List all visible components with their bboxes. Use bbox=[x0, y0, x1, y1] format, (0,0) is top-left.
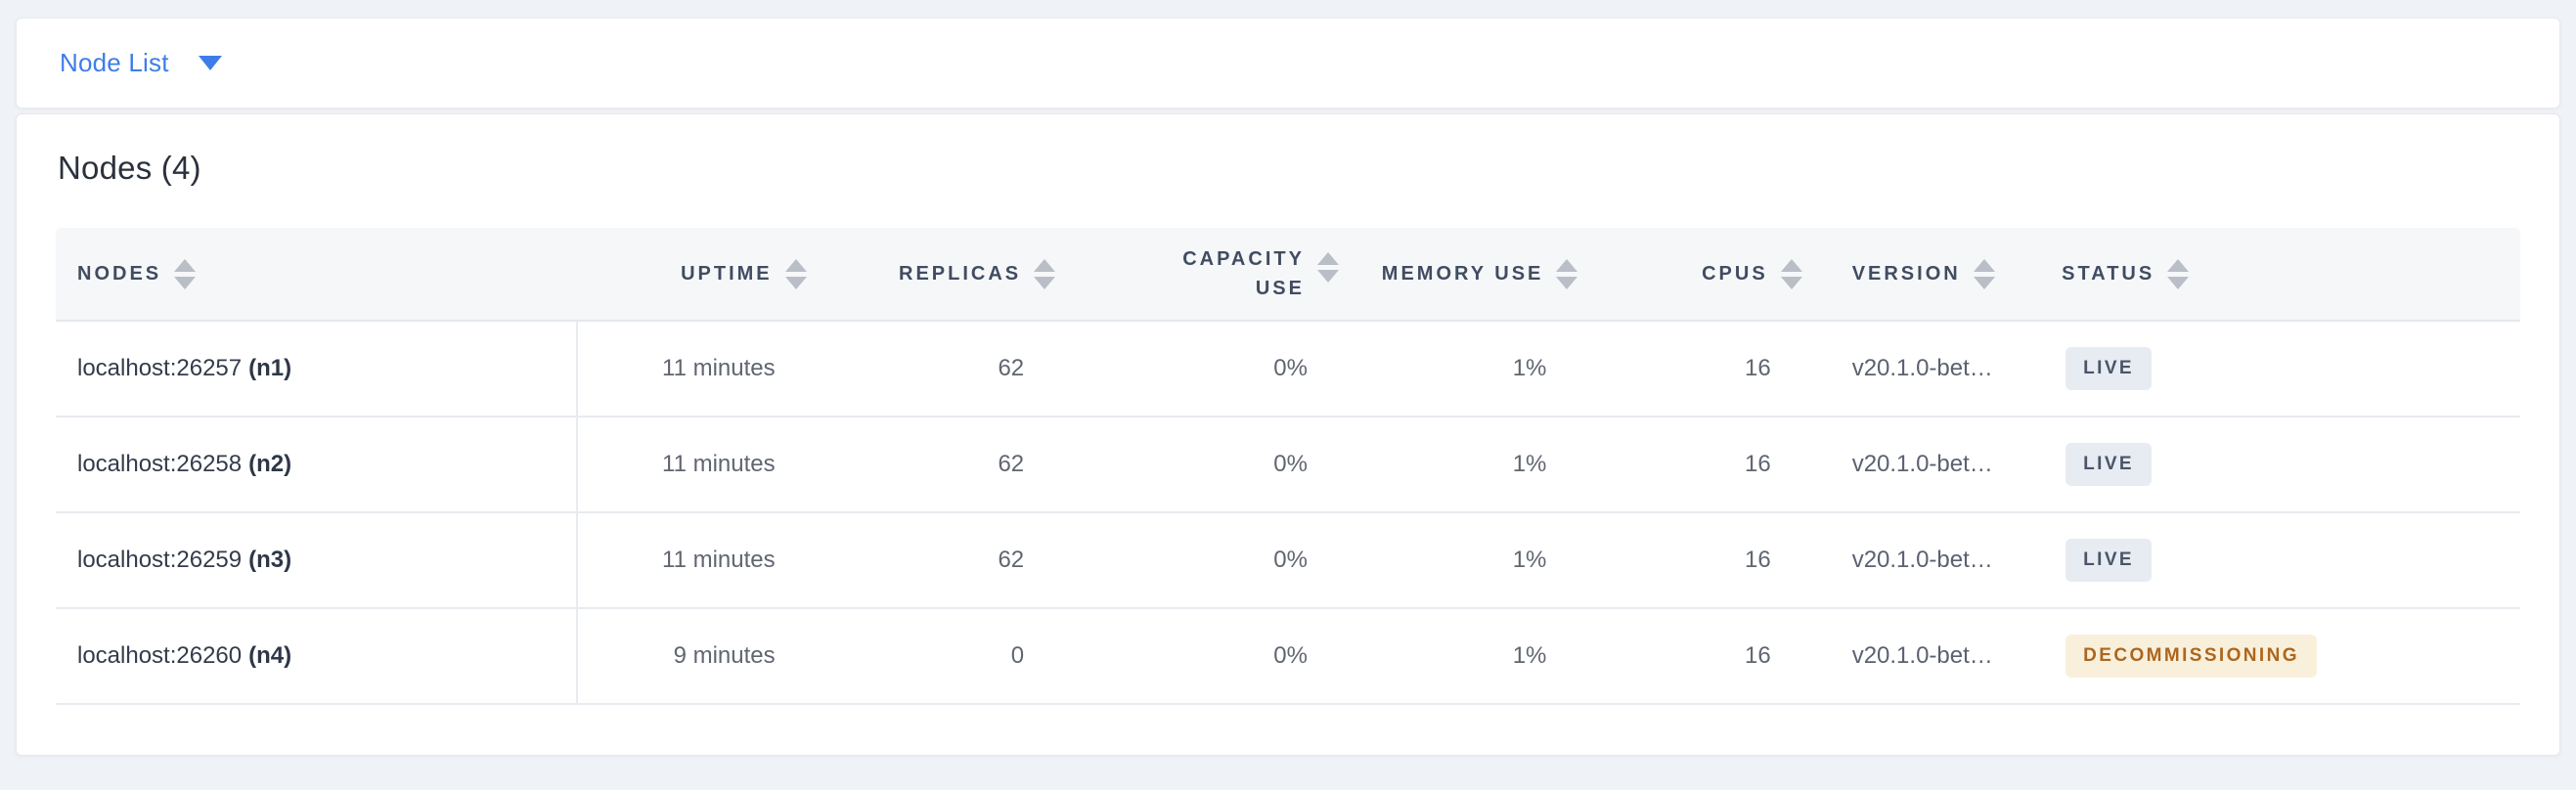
table-row: localhost:26260 (n4) 9 minutes 0 0% 1% 16… bbox=[56, 609, 2520, 705]
table-row: localhost:26257 (n1) 11 minutes 62 0% 1% … bbox=[56, 322, 2520, 417]
status-badge: LIVE bbox=[2065, 443, 2152, 486]
version-cell: v20.1.0-bet… bbox=[1807, 322, 2053, 417]
node-address: localhost:26259 bbox=[77, 547, 243, 573]
table-row: localhost:26258 (n2) 11 minutes 62 0% 1% … bbox=[56, 417, 2520, 513]
uptime-cell: 11 minutes bbox=[578, 513, 813, 609]
column-header-label: REPLICAS bbox=[899, 262, 1022, 285]
node-id: (n3) bbox=[248, 547, 292, 573]
uptime-cell: 11 minutes bbox=[578, 322, 813, 417]
status-badge: LIVE bbox=[2065, 347, 2152, 390]
replicas-cell: 62 bbox=[812, 322, 1062, 417]
sort-icon[interactable] bbox=[784, 258, 807, 289]
nodes-table: NODES UPTIME REPLICAS CAPACITY USE MEMOR… bbox=[56, 228, 2520, 705]
column-header-label: UPTIME bbox=[681, 262, 773, 285]
sort-icon[interactable] bbox=[1556, 258, 1578, 289]
node-id: (n4) bbox=[248, 642, 292, 669]
cpus-cell: 16 bbox=[1583, 322, 1808, 417]
node-address-cell: localhost:26259 (n3) bbox=[56, 513, 579, 609]
sort-icon[interactable] bbox=[1973, 258, 1995, 289]
sort-icon[interactable] bbox=[1780, 258, 1802, 289]
capacity-use-cell: 0% bbox=[1061, 322, 1345, 417]
capacity-use-cell: 0% bbox=[1061, 609, 1345, 705]
cpus-cell: 16 bbox=[1583, 417, 1808, 513]
column-header-nodes[interactable]: NODES bbox=[56, 228, 579, 322]
version-cell: v20.1.0-bet… bbox=[1807, 417, 2053, 513]
node-address: localhost:26258 bbox=[77, 451, 243, 477]
column-header-label: CPUS bbox=[1702, 262, 1768, 285]
node-address-cell: localhost:26257 (n1) bbox=[56, 322, 579, 417]
column-header-version[interactable]: VERSION bbox=[1807, 228, 2053, 322]
replicas-cell: 0 bbox=[812, 609, 1062, 705]
status-cell: LIVE bbox=[2052, 322, 2520, 417]
capacity-use-cell: 0% bbox=[1061, 513, 1345, 609]
cpus-cell: 16 bbox=[1583, 513, 1808, 609]
memory-use-cell: 1% bbox=[1344, 322, 1584, 417]
node-id: (n2) bbox=[248, 451, 292, 477]
node-address: localhost:26257 bbox=[77, 355, 243, 381]
node-address-cell: localhost:26260 (n4) bbox=[56, 609, 579, 705]
column-header-capacity-use[interactable]: CAPACITY USE bbox=[1061, 228, 1345, 322]
page-title: Nodes (4) bbox=[58, 150, 201, 186]
node-list-dropdown-label: Node List bbox=[60, 48, 169, 77]
status-badge: LIVE bbox=[2065, 539, 2152, 582]
column-header-label: NODES bbox=[77, 262, 162, 285]
column-header-label: STATUS bbox=[2062, 262, 2155, 285]
node-id: (n1) bbox=[248, 355, 292, 381]
memory-use-cell: 1% bbox=[1344, 609, 1584, 705]
version-cell: v20.1.0-bet… bbox=[1807, 513, 2053, 609]
table-row: localhost:26259 (n3) 11 minutes 62 0% 1% … bbox=[56, 513, 2520, 609]
column-header-memory-use[interactable]: MEMORY USE bbox=[1344, 228, 1584, 322]
cpus-cell: 16 bbox=[1583, 609, 1808, 705]
memory-use-cell: 1% bbox=[1344, 417, 1584, 513]
sort-icon[interactable] bbox=[1316, 252, 1339, 283]
sort-icon[interactable] bbox=[1034, 258, 1056, 289]
column-header-label: VERSION bbox=[1851, 262, 1961, 285]
column-header-label: MEMORY USE bbox=[1381, 262, 1544, 285]
node-list-dropdown[interactable]: Node List bbox=[60, 48, 222, 78]
caret-down-icon bbox=[198, 56, 222, 70]
capacity-use-cell: 0% bbox=[1061, 417, 1345, 513]
view-selector-bar: Node List bbox=[16, 18, 2560, 109]
status-badge: DECOMMISSIONING bbox=[2065, 635, 2317, 678]
nodes-panel: Nodes (4) NODES UPTIME REPLICAS bbox=[16, 113, 2560, 756]
column-header-replicas[interactable]: REPLICAS bbox=[812, 228, 1062, 322]
table-header-row: NODES UPTIME REPLICAS CAPACITY USE MEMOR… bbox=[56, 228, 2520, 322]
status-cell: LIVE bbox=[2052, 513, 2520, 609]
sort-icon[interactable] bbox=[174, 258, 197, 289]
column-header-status[interactable]: STATUS bbox=[2052, 228, 2520, 322]
uptime-cell: 11 minutes bbox=[578, 417, 813, 513]
status-cell: LIVE bbox=[2052, 417, 2520, 513]
status-cell: DECOMMISSIONING bbox=[2052, 609, 2520, 705]
sort-icon[interactable] bbox=[2167, 258, 2190, 289]
memory-use-cell: 1% bbox=[1344, 513, 1584, 609]
node-address: localhost:26260 bbox=[77, 642, 243, 669]
column-header-uptime[interactable]: UPTIME bbox=[578, 228, 813, 322]
replicas-cell: 62 bbox=[812, 417, 1062, 513]
node-address-cell: localhost:26258 (n2) bbox=[56, 417, 579, 513]
replicas-cell: 62 bbox=[812, 513, 1062, 609]
uptime-cell: 9 minutes bbox=[578, 609, 813, 705]
version-cell: v20.1.0-bet… bbox=[1807, 609, 2053, 705]
column-header-cpus[interactable]: CPUS bbox=[1583, 228, 1808, 322]
column-header-label: CAPACITY USE bbox=[1182, 248, 1305, 299]
